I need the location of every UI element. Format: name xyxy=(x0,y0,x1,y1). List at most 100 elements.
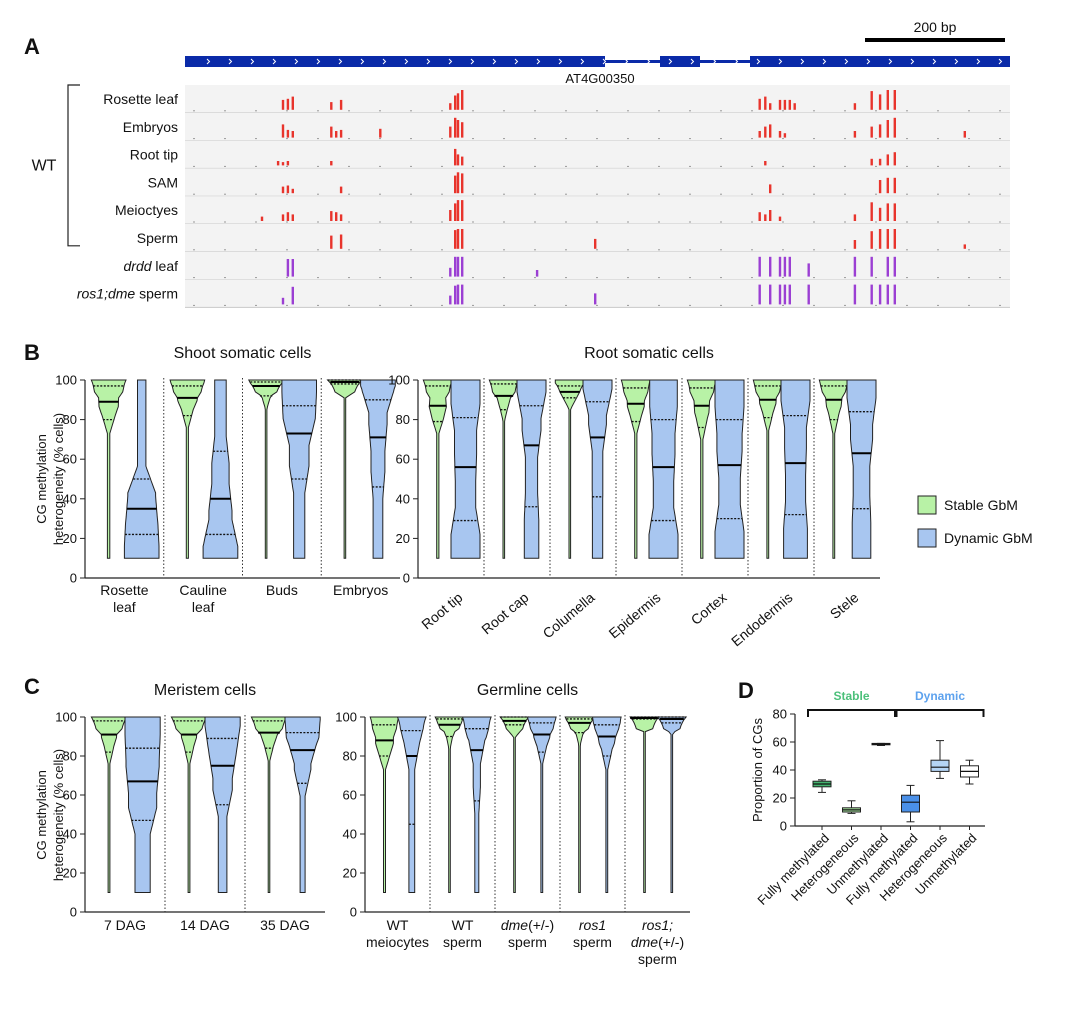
x-tick-label: Cauline xyxy=(179,582,227,598)
violin xyxy=(169,379,206,559)
methylation-bar xyxy=(793,103,796,110)
x-tick-label: sperm xyxy=(638,951,677,967)
methylation-bar xyxy=(461,122,464,138)
methylation-bar xyxy=(330,211,333,221)
violin xyxy=(284,716,321,893)
methylation-bar xyxy=(461,90,464,110)
methylation-bar xyxy=(330,102,333,110)
gene-strand-arrow xyxy=(250,58,255,65)
methylation-bar xyxy=(330,126,333,138)
gene-strand-arrow xyxy=(800,58,805,65)
methylation-bar xyxy=(778,131,782,138)
track-background xyxy=(185,196,1010,224)
gene-strand-arrow xyxy=(910,58,915,65)
y-axis-label: CG methylation xyxy=(34,770,49,860)
violin xyxy=(461,716,492,893)
methylation-bar xyxy=(330,161,333,166)
x-tick-label: Stele xyxy=(827,589,862,622)
methylation-bar xyxy=(853,256,857,277)
methylation-bar xyxy=(286,129,290,138)
gene-exon xyxy=(660,56,700,67)
methylation-bar xyxy=(878,94,882,110)
y-tick-label: 80 xyxy=(773,707,787,722)
methylation-bar xyxy=(870,202,873,221)
x-tick-label: Buds xyxy=(266,582,298,598)
methylation-bar xyxy=(886,284,889,305)
track-background xyxy=(185,168,1010,197)
gene-strand-arrow xyxy=(206,58,211,65)
gene-strand-arrow xyxy=(470,58,475,65)
methylation-bar xyxy=(878,158,882,166)
methylation-bar xyxy=(456,120,460,138)
methylation-bar xyxy=(594,293,597,305)
y-tick-label: 100 xyxy=(335,710,357,725)
methylation-bar xyxy=(456,93,460,110)
methylation-bar xyxy=(281,186,285,194)
methylation-bar xyxy=(461,229,464,249)
x-tick-label: sperm xyxy=(443,934,482,950)
methylation-bar xyxy=(870,91,873,110)
gene-strand-arrow xyxy=(668,58,673,65)
methylation-bar xyxy=(454,148,457,166)
methylation-bar xyxy=(454,285,457,305)
methylation-bar xyxy=(853,131,857,138)
gene-strand-arrow xyxy=(448,58,453,65)
methylation-bar xyxy=(769,284,772,305)
group-bracket xyxy=(807,709,896,717)
methylation-bar xyxy=(783,256,787,277)
gene-strand-arrow xyxy=(998,58,1003,65)
gene-strand-arrow xyxy=(822,58,827,65)
violin xyxy=(554,379,585,559)
violin xyxy=(499,716,530,893)
panel-letter: A xyxy=(24,34,40,59)
methylation-bar xyxy=(454,203,457,221)
methylation-bar xyxy=(594,238,597,249)
y-tick-label: 0 xyxy=(70,571,77,586)
methylation-bar xyxy=(454,230,457,249)
group-bracket xyxy=(895,709,985,717)
methylation-bar xyxy=(870,284,873,305)
methylation-bar xyxy=(281,99,285,110)
gene-strand-arrow xyxy=(316,58,321,65)
methylation-bar xyxy=(454,95,457,110)
x-tick-label: sperm xyxy=(573,934,612,950)
violin xyxy=(281,379,317,559)
methylation-bar xyxy=(893,152,896,166)
violin xyxy=(714,379,745,559)
track-background xyxy=(185,279,1010,308)
methylation-bar xyxy=(886,177,889,194)
methylation-bar xyxy=(286,98,290,110)
violin xyxy=(526,716,557,893)
methylation-bar xyxy=(886,229,889,249)
gene-strand-arrow xyxy=(690,58,695,65)
group-label: Stable xyxy=(833,689,869,703)
methylation-bar xyxy=(886,203,889,221)
methylation-bar xyxy=(769,210,772,221)
y-tick-label: 100 xyxy=(388,373,410,388)
y-tick-label: 100 xyxy=(55,373,77,388)
methylation-bar xyxy=(758,131,761,138)
legend-swatch xyxy=(917,495,937,515)
y-tick-label: 20 xyxy=(396,531,410,546)
gene-strand-arrow xyxy=(272,58,277,65)
methylation-bar xyxy=(449,210,452,221)
gene-strand-arrow xyxy=(844,58,849,65)
violin xyxy=(648,379,679,559)
methylation-bar xyxy=(886,90,889,110)
methylation-bar xyxy=(764,96,767,110)
methylation-bar xyxy=(886,154,889,166)
x-tick-label: 35 DAG xyxy=(260,917,310,933)
methylation-bar xyxy=(778,216,782,221)
track-label: Meioctyes xyxy=(115,202,178,218)
panel-letter: C xyxy=(24,674,40,699)
methylation-bar xyxy=(853,284,857,305)
track-label-rest: sperm xyxy=(135,286,178,302)
x-tick-label: Root tip xyxy=(418,589,465,632)
violin xyxy=(396,716,427,893)
methylation-bar xyxy=(783,99,787,110)
methylation-bar xyxy=(788,284,791,305)
methylation-bar xyxy=(260,216,264,221)
methylation-bar xyxy=(778,256,782,277)
methylation-bar xyxy=(449,126,452,138)
